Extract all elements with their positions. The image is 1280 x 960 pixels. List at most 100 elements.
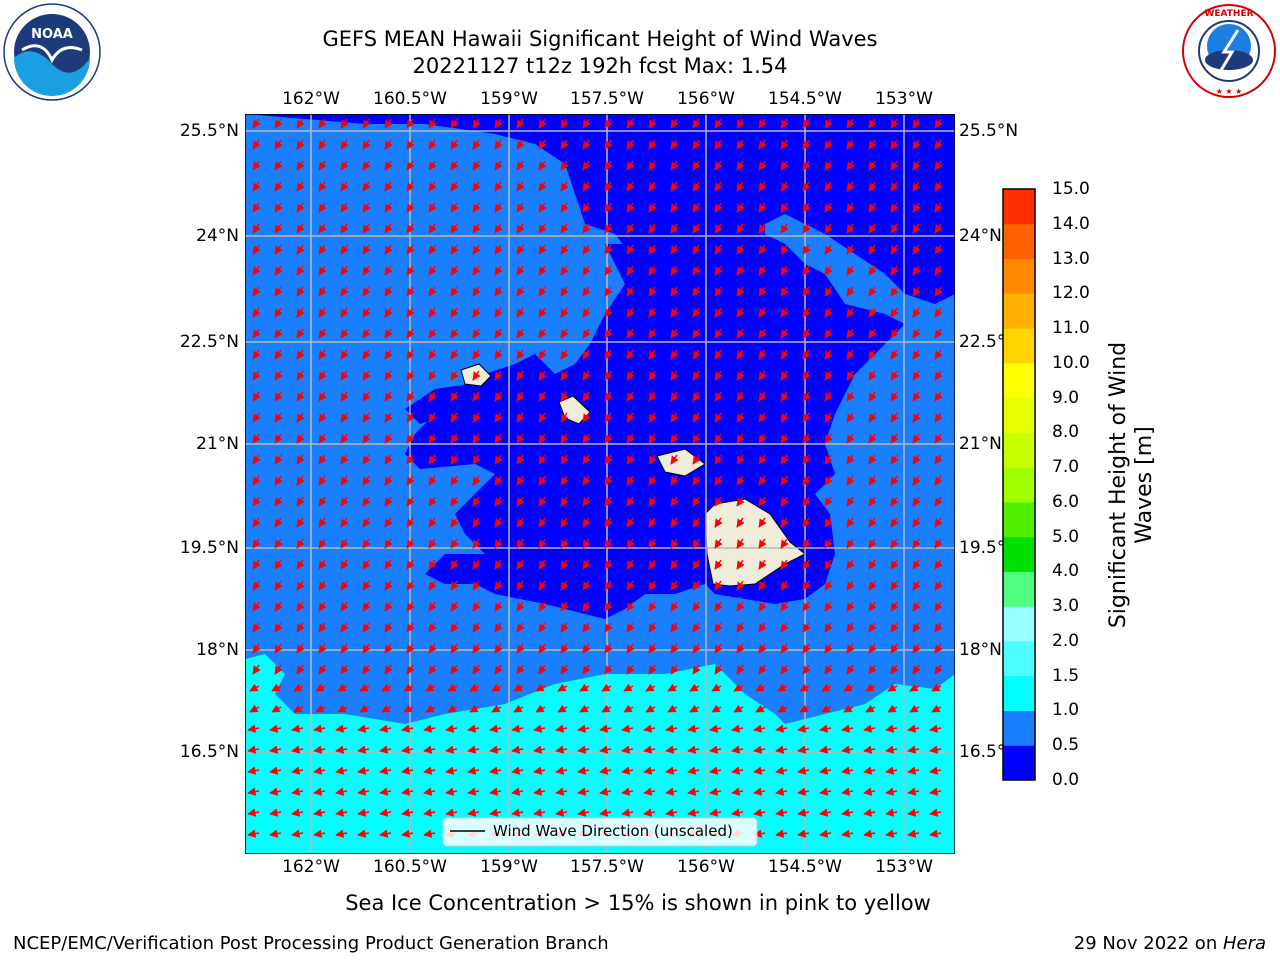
wind-wave-arrow — [362, 622, 371, 633]
wind-wave-arrows — [247, 118, 943, 838]
wind-wave-arrow — [912, 475, 921, 486]
wind-wave-arrow — [450, 580, 459, 591]
wind-wave-arrow — [494, 160, 503, 171]
wind-wave-arrow — [802, 160, 811, 171]
wind-wave-arrow — [362, 433, 371, 444]
wind-wave-arrow — [780, 664, 789, 675]
wind-wave-arrow — [648, 265, 657, 276]
wind-wave-arrow — [841, 766, 854, 775]
wind-wave-arrow — [846, 307, 855, 318]
wind-wave-arrow — [604, 412, 613, 423]
wind-wave-arrow — [582, 349, 591, 360]
wind-wave-arrow — [626, 244, 635, 255]
wind-wave-arrow — [934, 202, 943, 213]
wind-wave-arrow — [362, 265, 371, 276]
noaa-logo-text: NOAA — [31, 27, 73, 42]
wind-wave-arrow — [384, 160, 393, 171]
wind-wave-arrow — [582, 244, 591, 255]
wave-band-1-1-5 — [245, 654, 955, 854]
wind-wave-arrow — [692, 391, 701, 402]
wind-wave-arrow — [863, 766, 876, 775]
wind-wave-arrow — [318, 307, 327, 318]
title-line-2: 20221127 t12z 192h fcst Max: 1.54 — [412, 54, 788, 78]
sea-ice-note: Sea Ice Concentration > 15% is shown in … — [345, 891, 931, 915]
wind-wave-arrow — [692, 643, 701, 654]
wind-wave-arrow — [711, 683, 722, 692]
wind-wave-arrow — [340, 307, 349, 318]
wind-wave-arrow — [931, 704, 942, 713]
wind-wave-arrow — [797, 766, 810, 775]
wind-wave-arrow — [868, 475, 877, 486]
wind-wave-arrow — [670, 139, 679, 150]
wind-wave-arrow — [538, 223, 547, 234]
wind-wave-arrow — [714, 181, 723, 192]
wind-wave-arrow — [802, 580, 811, 591]
wind-wave-arrow — [467, 766, 480, 775]
wind-wave-arrow — [604, 223, 613, 234]
wind-wave-arrow — [252, 118, 261, 129]
wind-wave-arrow — [538, 160, 547, 171]
colorbar-tick: 0.0 — [1052, 770, 1080, 790]
wind-wave-arrow — [758, 538, 767, 549]
wind-wave-arrow — [648, 160, 657, 171]
lon-tick: 156°W — [677, 857, 735, 877]
wind-wave-arrow — [626, 433, 635, 444]
wind-wave-arrow — [582, 139, 591, 150]
wind-wave-arrow — [731, 745, 744, 754]
wind-wave-arrow — [516, 244, 525, 255]
wind-wave-arrow — [274, 643, 283, 654]
wind-wave-arrow — [604, 244, 613, 255]
wind-wave-arrow — [406, 559, 415, 570]
wind-wave-arrow — [824, 244, 833, 255]
wind-wave-arrow — [538, 286, 547, 297]
wind-wave-arrow — [868, 559, 877, 570]
colorbar-tick: 15.0 — [1052, 179, 1090, 199]
wind-wave-arrow — [318, 559, 327, 570]
wind-wave-arrow — [472, 139, 481, 150]
wind-wave-arrow — [362, 391, 371, 402]
wind-wave-arrow — [406, 622, 415, 633]
wind-wave-arrow — [489, 724, 502, 733]
wind-wave-arrow — [670, 538, 679, 549]
wind-wave-arrow — [780, 496, 789, 507]
wind-wave-arrow — [538, 412, 547, 423]
wind-wave-arrow — [516, 559, 525, 570]
wind-wave-arrow — [890, 433, 899, 444]
wind-wave-arrow — [824, 559, 833, 570]
lon-tick: 154.5°W — [768, 857, 842, 877]
wind-wave-arrow — [406, 370, 415, 381]
wind-wave-arrow — [560, 601, 569, 612]
wind-wave-arrow — [885, 829, 898, 838]
wind-wave-arrow — [868, 370, 877, 381]
wind-wave-arrow — [472, 160, 481, 171]
wind-wave-arrow — [428, 349, 437, 360]
wind-wave-arrow — [406, 181, 415, 192]
wind-wave-arrow — [604, 496, 613, 507]
wind-wave-arrow — [758, 265, 767, 276]
wind-wave-arrow — [582, 643, 591, 654]
wind-wave-arrow — [384, 580, 393, 591]
wind-wave-arrow — [912, 433, 921, 444]
wind-wave-arrow — [736, 475, 745, 486]
wind-wave-arrow — [494, 538, 503, 549]
wind-wave-arrow — [758, 370, 767, 381]
wind-wave-arrow — [406, 664, 415, 675]
wind-wave-arrow — [494, 391, 503, 402]
wind-wave-arrow — [868, 307, 877, 318]
wind-wave-arrow — [472, 349, 481, 360]
wind-wave-arrow — [846, 139, 855, 150]
wind-wave-arrow — [296, 160, 305, 171]
wind-wave-arrow — [296, 370, 305, 381]
wind-wave-arrow — [758, 601, 767, 612]
wind-wave-arrow — [863, 829, 876, 838]
wind-wave-arrow — [692, 475, 701, 486]
wind-wave-arrow — [824, 118, 833, 129]
colorbar-segment — [1003, 258, 1035, 294]
wind-wave-arrow — [709, 808, 722, 817]
wind-wave-arrow — [846, 496, 855, 507]
wind-wave-arrow — [733, 704, 744, 713]
wind-wave-arrow — [274, 475, 283, 486]
wind-wave-arrow — [469, 704, 480, 713]
wind-wave-arrow — [934, 622, 943, 633]
wind-wave-arrow — [604, 580, 613, 591]
